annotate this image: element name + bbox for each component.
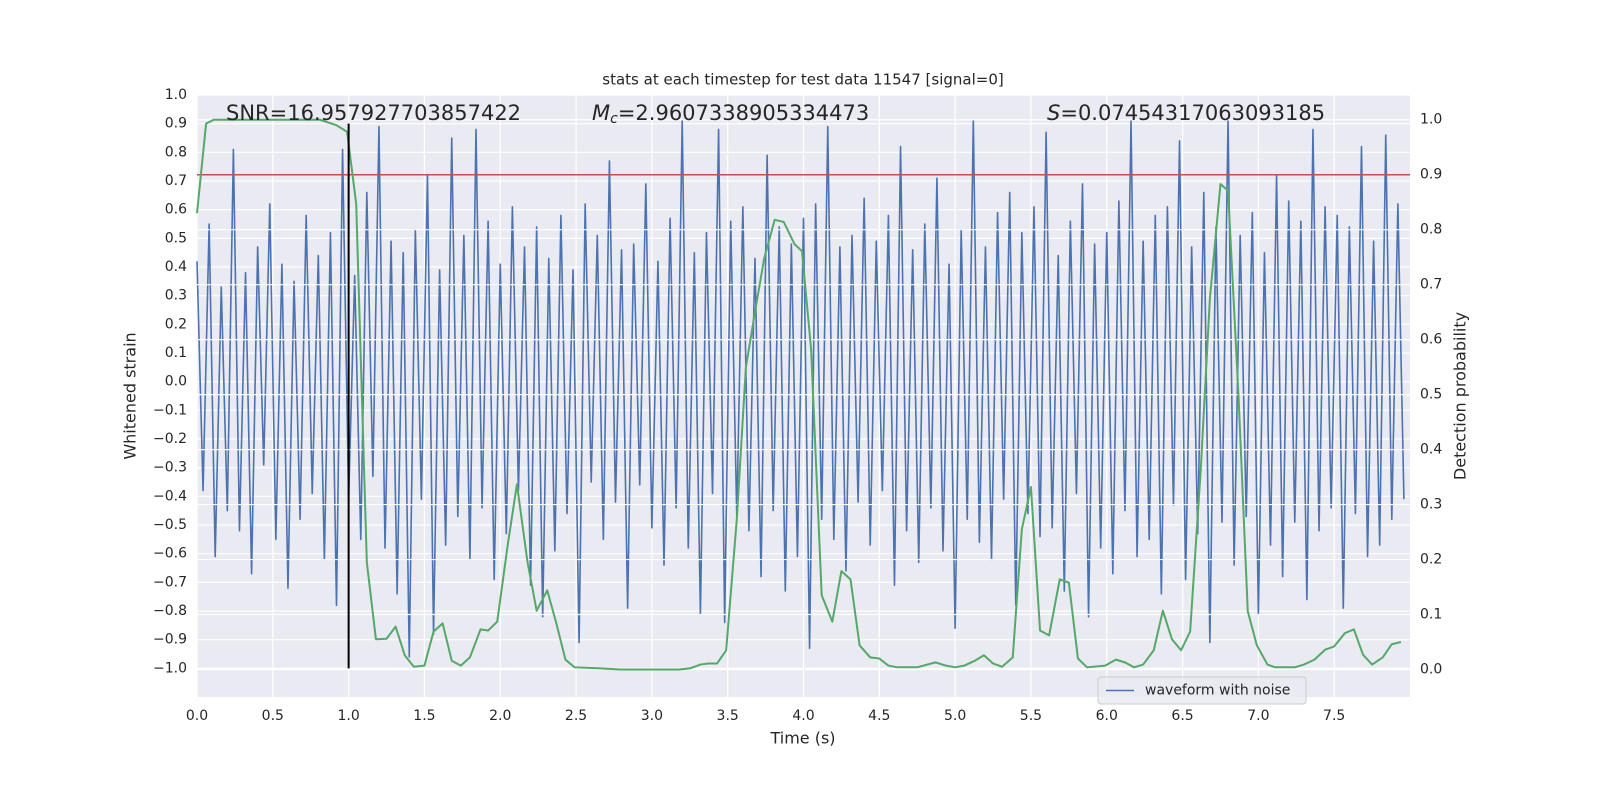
y2-tick-label: 0.8 [1420, 222, 1442, 238]
y-tick-label: −0.3 [153, 460, 187, 476]
y2-tick-label: 0.0 [1420, 662, 1442, 678]
annotation-subscript: c [610, 111, 618, 127]
annotation: S=0.07454317063093185 [1047, 101, 1325, 125]
y2-tick-label: 0.3 [1420, 497, 1442, 513]
y-tick-label: 0.0 [165, 374, 187, 390]
x-tick-label: 4.5 [868, 708, 890, 724]
x-tick-label: 1.0 [337, 708, 359, 724]
y-tick-label: 0.3 [165, 288, 187, 304]
y2-tick-label: 1.0 [1420, 112, 1442, 128]
y2-tick-label: 0.1 [1420, 607, 1442, 623]
y-tick-label: 0.6 [165, 202, 187, 218]
series-line [196, 120, 1405, 658]
y-tick-label: −0.5 [153, 517, 187, 533]
overlay-layer: waveform with noise [196, 118, 1410, 705]
annotation: SNR=16.957927703857422 [226, 101, 521, 125]
y2-tick-label: 0.7 [1420, 277, 1442, 293]
y-tick-label: 0.8 [165, 144, 187, 160]
y2-tick-label: 0.4 [1420, 442, 1442, 458]
y-tick-label: −0.6 [153, 546, 187, 562]
x-tick-label: 2.5 [565, 708, 587, 724]
x-tick-label: 3.5 [717, 708, 739, 724]
x-tick-label: 7.5 [1323, 708, 1345, 724]
x-tick-label: 0.5 [262, 708, 284, 724]
y2-tick-label: 0.6 [1420, 332, 1442, 348]
x-tick-label: 0.0 [186, 708, 208, 724]
y-tick-label: 0.7 [165, 173, 187, 189]
y-tick-label: 1.0 [165, 87, 187, 103]
annotation: Mc=2.9607338905334473 [592, 101, 869, 127]
y-tick-label: −0.1 [153, 402, 187, 418]
x-tick-label: 4.0 [792, 708, 814, 724]
y2-axis-label: Detection probability [1451, 312, 1470, 480]
x-tick-label: 7.0 [1247, 708, 1269, 724]
x-tick-label: 2.0 [489, 708, 511, 724]
chart-title: stats at each timestep for test data 115… [602, 71, 1003, 89]
legend-label: waveform with noise [1145, 683, 1290, 699]
y-tick-label: −0.2 [153, 431, 187, 447]
annotation-text: =0.07454317063093185 [1060, 101, 1325, 125]
x-tick-label: 6.5 [1171, 708, 1193, 724]
y-axis-label: Whitened strain [121, 332, 140, 459]
y2-tick-label: 0.5 [1420, 387, 1442, 403]
x-tick-label: 3.0 [641, 708, 663, 724]
y-tick-label: −0.9 [153, 632, 187, 648]
x-tick-label: 6.0 [1096, 708, 1118, 724]
y-tick-label: −0.7 [153, 574, 187, 590]
annotation-symbol: S [1047, 101, 1060, 125]
marks-layer [196, 120, 1405, 658]
annotation-text: SNR=16.957927703857422 [226, 101, 521, 125]
y-tick-label: 0.1 [165, 345, 187, 361]
annotation-symbol: M [592, 101, 610, 125]
y2-tick-label: 0.9 [1420, 167, 1442, 183]
y-tick-label: 0.9 [165, 116, 187, 132]
x-axis-label: Time (s) [769, 729, 835, 748]
y-tick-label: −1.0 [153, 660, 187, 676]
y2-tick-label: 0.2 [1420, 552, 1442, 568]
legend-box [1097, 676, 1307, 705]
x-tick-label: 1.5 [413, 708, 435, 724]
x-tick-label: 5.0 [944, 708, 966, 724]
series-line [196, 118, 1402, 671]
y-tick-label: 0.2 [165, 316, 187, 332]
y-tick-label: 0.4 [165, 259, 187, 275]
y-tick-label: 0.5 [165, 230, 187, 246]
annotation-text: =2.9607338905334473 [618, 101, 869, 125]
x-tick-label: 5.5 [1020, 708, 1042, 724]
y-tick-label: −0.8 [153, 603, 187, 619]
y-tick-label: −0.4 [153, 488, 187, 504]
